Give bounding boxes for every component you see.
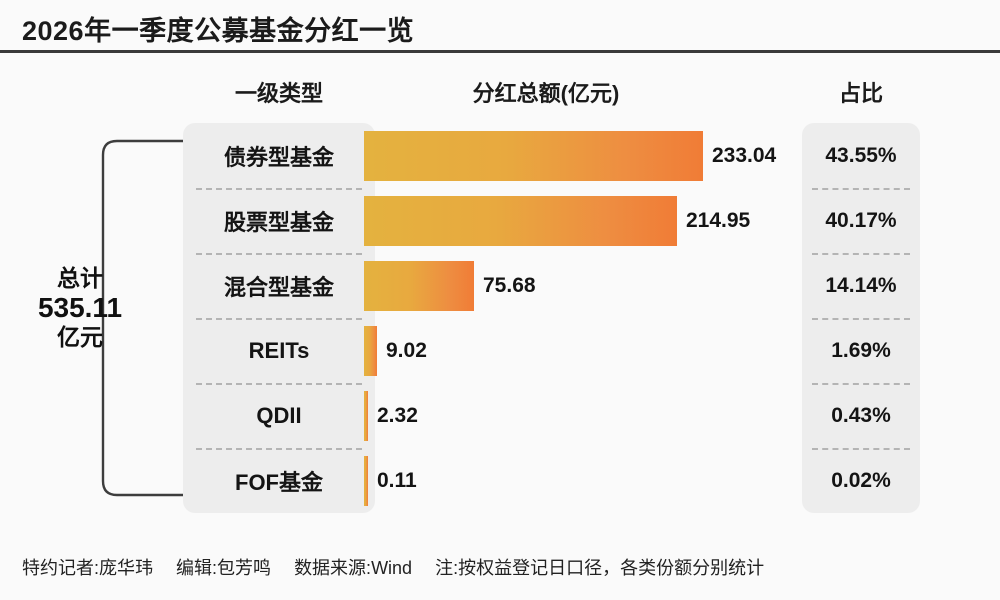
row-category-label: 股票型基金 xyxy=(223,209,334,235)
bar-value-label: 0.11 xyxy=(377,468,417,492)
row-category-label: 债券型基金 xyxy=(223,144,334,170)
bar-value-label: 214.95 xyxy=(686,208,751,232)
row-share-value: 1.69% xyxy=(831,338,891,362)
total-bracket-icon xyxy=(97,139,183,497)
title-divider xyxy=(0,50,1000,53)
bar xyxy=(364,390,368,441)
row-share-value: 14.14% xyxy=(825,273,897,297)
footer-credits: 特约记者:庞华玮 编辑:包芳鸣 数据来源:Wind 注:按权益登记日口径，各类份… xyxy=(22,554,764,580)
bar-container: 0.11 xyxy=(364,448,417,513)
footer-source: 数据来源:Wind xyxy=(294,558,413,578)
column-header-type: 一级类型 xyxy=(234,81,323,106)
row-category-label: QDII xyxy=(256,402,302,428)
divider-right xyxy=(812,448,910,450)
row-share-value: 0.43% xyxy=(831,403,891,427)
divider-left xyxy=(196,448,362,450)
total-label: 总计 xyxy=(57,265,103,291)
bar-container: 214.95 xyxy=(364,188,750,253)
bar xyxy=(364,195,677,246)
divider-right xyxy=(812,383,910,385)
page-title: 2026年一季度公募基金分红一览 xyxy=(22,16,415,46)
column-header-share: 占比 xyxy=(838,81,883,106)
column-header-value: 分红总额(亿元) xyxy=(472,81,620,106)
footer-editor: 编辑:包芳鸣 xyxy=(176,558,272,578)
row-share-value: 0.02% xyxy=(831,468,891,492)
bar-container: 9.02 xyxy=(364,318,427,383)
total-unit: 亿元 xyxy=(57,324,103,351)
table-row: QDII 2.32 0.43% xyxy=(0,383,1000,448)
divider-right xyxy=(812,253,910,255)
bar-value-label: 2.32 xyxy=(377,403,418,427)
row-share-value: 40.17% xyxy=(825,208,897,232)
table-row: REITs 9.02 1.69% xyxy=(0,318,1000,383)
bar-value-label: 233.04 xyxy=(712,143,777,167)
bar-container: 75.68 xyxy=(364,253,536,318)
row-category-label: 混合型基金 xyxy=(223,274,334,300)
table-row: 股票型基金 214.95 40.17% xyxy=(0,188,1000,253)
row-share-value: 43.55% xyxy=(825,143,897,167)
bar xyxy=(364,130,703,181)
total-summary: 总计 535.11 亿元 xyxy=(20,265,140,351)
bar xyxy=(364,325,377,376)
bar xyxy=(364,260,474,311)
divider-left xyxy=(196,253,362,255)
footer-reporter: 特约记者:庞华玮 xyxy=(22,558,154,578)
bar-container: 2.32 xyxy=(364,383,418,448)
total-value: 535.11 xyxy=(37,291,123,323)
divider-left xyxy=(196,383,362,385)
divider-right xyxy=(812,318,910,320)
divider-left xyxy=(196,318,362,320)
bar-value-label: 9.02 xyxy=(386,338,427,362)
bar-container: 233.04 xyxy=(364,123,776,188)
table-row: FOF基金 0.11 0.02% xyxy=(0,448,1000,513)
divider-left xyxy=(196,188,362,190)
bar xyxy=(364,455,368,506)
row-category-label: FOF基金 xyxy=(235,469,323,495)
table-row: 债券型基金 233.04 43.55% xyxy=(0,123,1000,188)
bar-value-label: 75.68 xyxy=(483,273,536,297)
row-category-label: REITs xyxy=(248,337,310,363)
divider-right xyxy=(812,188,910,190)
footer-note: 注:按权益登记日口径，各类份额分别统计 xyxy=(435,558,765,578)
table-row: 混合型基金 75.68 14.14% xyxy=(0,253,1000,318)
